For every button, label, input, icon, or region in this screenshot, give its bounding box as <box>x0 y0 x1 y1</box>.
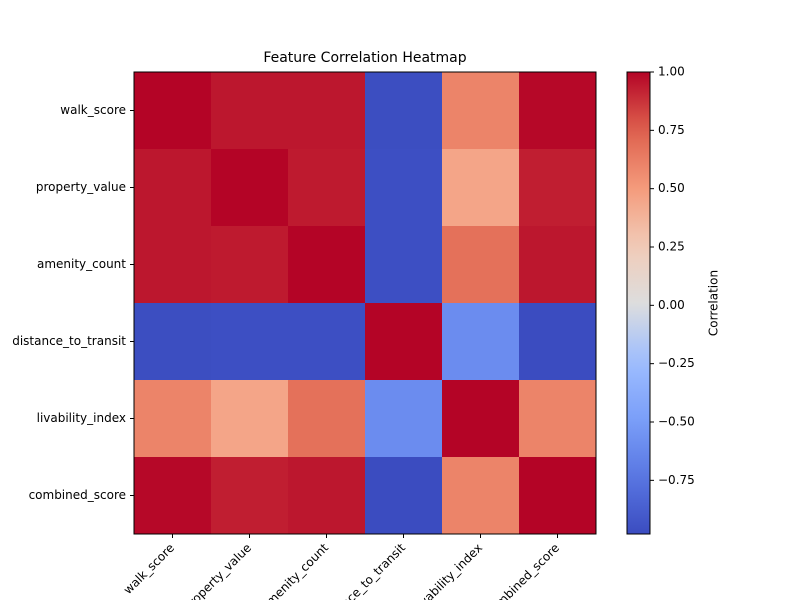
heatmap-cell <box>134 380 212 458</box>
heatmap-cell <box>134 72 212 150</box>
y-tick-label: combined_score <box>29 488 126 502</box>
y-tick-label: livability_index <box>37 411 126 425</box>
x-tick-label: livability_index <box>412 541 485 600</box>
y-tick-label: amenity_count <box>37 257 126 271</box>
colorbar-tick-label: −0.75 <box>658 473 695 487</box>
y-tick-label: distance_to_transit <box>12 334 126 348</box>
heatmap-cell <box>519 457 597 535</box>
heatmap-cell <box>288 380 366 458</box>
colorbar-tick-label: 0.75 <box>658 123 685 137</box>
heatmap-cell <box>365 380 443 458</box>
heatmap-cell <box>519 149 597 227</box>
x-tick-label: walk_score <box>121 541 177 597</box>
heatmap-cell <box>211 303 289 381</box>
heatmap-cell <box>134 457 212 535</box>
colorbar-tick-label: 0.25 <box>658 240 685 254</box>
heatmap-cell <box>288 149 366 227</box>
heatmap-cell <box>288 457 366 535</box>
colorbar-tick-label: 1.00 <box>658 65 685 79</box>
x-tick-label: amenity_count <box>258 540 331 600</box>
heatmap-cell <box>211 149 289 227</box>
plot-frame <box>133 71 597 535</box>
heatmap-cell <box>365 457 443 535</box>
heatmap-cell <box>134 149 212 227</box>
heatmap-cell <box>442 149 520 227</box>
heatmap-cell <box>442 380 520 458</box>
heatmap-cell <box>442 457 520 535</box>
heatmap-cell <box>288 72 366 150</box>
heatmap-cell <box>442 226 520 304</box>
colorbar-tick-label: 0.50 <box>658 181 685 195</box>
heatmap-cell <box>365 72 443 150</box>
x-tick-label: combined_score <box>483 541 562 600</box>
heatmap-cell <box>365 149 443 227</box>
heatmap-cell <box>211 72 289 150</box>
heatmap-cell <box>365 303 443 381</box>
heatmap-cell <box>519 303 597 381</box>
heatmap-cell <box>134 226 212 304</box>
heatmap-cell <box>134 303 212 381</box>
heatmap-cell <box>519 226 597 304</box>
y-tick-label: walk_score <box>60 103 126 117</box>
colorbar-tick-label: 0.00 <box>658 298 685 312</box>
colorbar-tick-label: −0.50 <box>658 415 695 429</box>
heatmap-cell <box>288 303 366 381</box>
chart-title: Feature Correlation Heatmap <box>263 50 466 66</box>
heatmap-cell <box>211 457 289 535</box>
y-tick-label: property_value <box>36 180 126 194</box>
x-tick-label: distance_to_transit <box>318 540 409 600</box>
colorbar-tick-label: −0.25 <box>658 356 695 370</box>
heatmap-cell <box>519 72 597 150</box>
heatmap-cell <box>442 303 520 381</box>
heatmap-cell <box>365 226 443 304</box>
heatmap-cell <box>519 380 597 458</box>
heatmap-cell <box>211 380 289 458</box>
heatmap-cell <box>442 72 520 150</box>
heatmap-cell <box>211 226 289 304</box>
colorbar-label: Correlation <box>707 270 721 336</box>
x-tick-label: property_value <box>180 541 254 600</box>
heatmap-cell <box>288 226 366 304</box>
colorbar <box>626 71 651 535</box>
